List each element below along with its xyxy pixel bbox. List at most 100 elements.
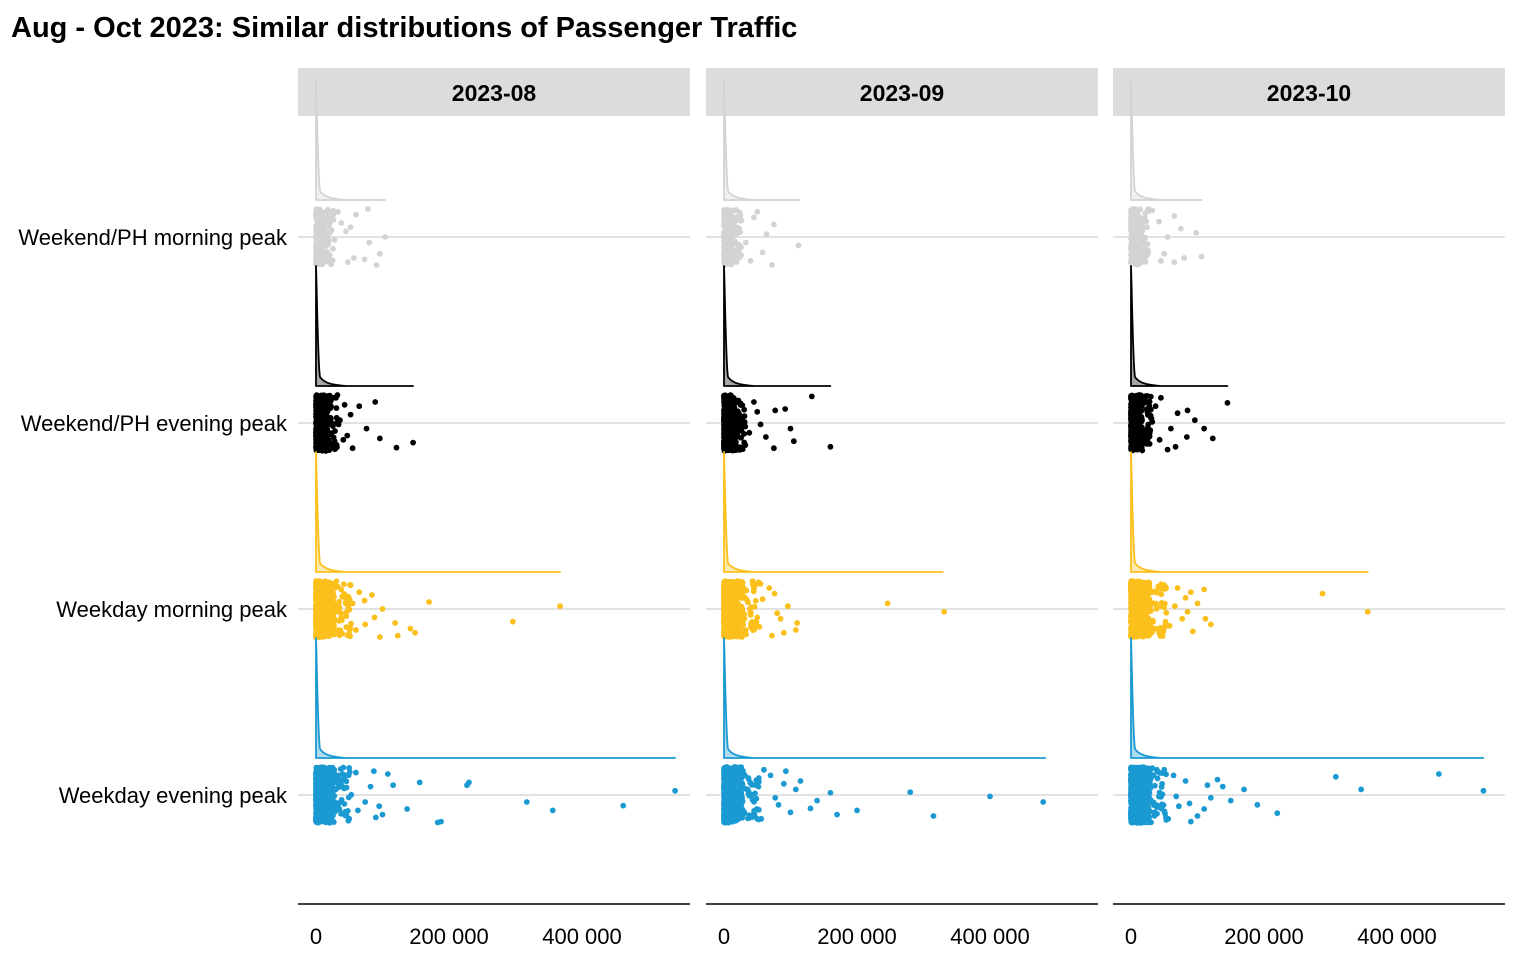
data-point (748, 791, 755, 798)
data-point (732, 207, 738, 214)
data-point (329, 602, 336, 609)
data-point (347, 411, 354, 418)
data-point (1135, 603, 1142, 610)
data-point (523, 799, 530, 805)
facet-panel-2023-09: 2023-090 200 000 400 000 (706, 68, 1098, 949)
data-point (509, 618, 516, 625)
data-point (353, 769, 359, 776)
data-point (787, 425, 794, 432)
data-point (884, 600, 891, 607)
data-point (313, 433, 319, 440)
x-tick-label: 200 000 (409, 924, 489, 949)
data-point (1174, 585, 1181, 591)
data-point (368, 592, 375, 598)
data-point (331, 618, 337, 625)
data-point (330, 207, 337, 214)
data-point (376, 435, 383, 442)
density-curve (723, 265, 832, 387)
data-point (379, 811, 386, 818)
data-point (1184, 407, 1191, 414)
data-point (1128, 597, 1135, 603)
data-point (1147, 608, 1154, 614)
data-point (732, 231, 739, 237)
data-point (1202, 615, 1209, 622)
data-point (759, 249, 766, 256)
data-point (930, 813, 937, 819)
data-point (347, 582, 354, 589)
data-point (772, 407, 779, 414)
data-point (1158, 257, 1164, 264)
data-point (1161, 604, 1167, 611)
data-point (324, 814, 331, 821)
data-point (782, 768, 789, 775)
data-point (728, 814, 735, 821)
data-point (740, 617, 746, 623)
data-point (323, 784, 330, 791)
data-point (1144, 409, 1151, 416)
data-point (384, 771, 391, 777)
data-point (349, 600, 356, 607)
data-point (768, 632, 775, 639)
data-point (1201, 586, 1208, 593)
data-point (745, 775, 752, 781)
data-point (322, 819, 329, 826)
data-point (335, 608, 342, 615)
data-point (332, 799, 339, 806)
data-point (1156, 436, 1163, 443)
data-point (318, 417, 324, 424)
data-point (327, 627, 334, 633)
data-point (1319, 590, 1326, 597)
data-point (1182, 594, 1189, 601)
data-point (1168, 425, 1174, 432)
data-point (739, 402, 746, 409)
data-point (314, 241, 321, 248)
data-point (335, 627, 342, 634)
data-point (721, 789, 727, 796)
data-point (1138, 589, 1145, 596)
data-point (741, 611, 748, 618)
data-point (324, 439, 331, 446)
data-point (464, 782, 470, 789)
data-point (1172, 443, 1179, 450)
data-point (735, 623, 742, 629)
data-point (1142, 253, 1149, 260)
data-point (772, 794, 779, 801)
data-point (1164, 234, 1171, 240)
data-point (761, 766, 767, 773)
data-point (1144, 581, 1150, 587)
data-point (1129, 392, 1136, 399)
data-point (780, 629, 787, 636)
data-point (340, 436, 347, 443)
x-tick-label: 400 000 (542, 924, 622, 949)
data-point (721, 243, 728, 250)
data-point (721, 399, 728, 406)
data-point (758, 815, 765, 822)
data-point (313, 214, 320, 221)
data-point (723, 768, 730, 775)
data-point (379, 606, 386, 612)
data-point (324, 393, 331, 399)
data-point (744, 786, 751, 793)
density-curve (315, 637, 676, 759)
data-point (741, 406, 748, 413)
data-point (1207, 621, 1214, 628)
data-point (733, 439, 739, 446)
data-point (372, 814, 379, 821)
data-point (724, 430, 731, 437)
data-point (416, 779, 423, 786)
data-point (349, 445, 356, 452)
facet-strip (706, 68, 1098, 116)
data-point (737, 414, 744, 421)
data-point (320, 618, 327, 625)
data-point (348, 791, 355, 798)
x-tick-label: 0 (1125, 924, 1137, 949)
data-point (797, 778, 804, 784)
data-point (1129, 420, 1136, 427)
data-point (1138, 259, 1145, 266)
data-point (343, 596, 349, 603)
data-point (1142, 440, 1148, 447)
data-point (734, 408, 741, 415)
data-point (1209, 435, 1216, 442)
data-point (351, 255, 357, 261)
data-point (721, 588, 728, 595)
